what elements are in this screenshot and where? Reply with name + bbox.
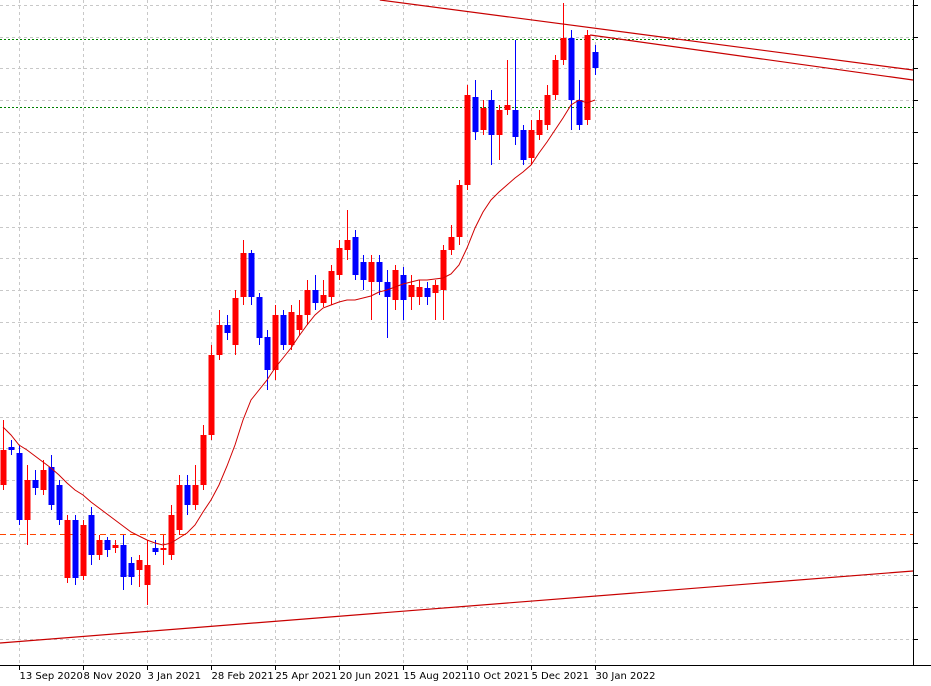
candle-body <box>304 290 311 315</box>
candle-body <box>16 453 23 520</box>
candle-body <box>192 485 199 505</box>
candle-body <box>592 52 599 68</box>
candle-body <box>120 545 127 577</box>
candle-body <box>448 237 455 250</box>
candle-body <box>376 262 383 282</box>
candle-body <box>432 285 439 293</box>
x-tick-label: 30 Jan 2022 <box>596 671 656 682</box>
candle-body <box>152 548 159 552</box>
candle-body <box>24 480 31 520</box>
candle-body <box>40 470 47 490</box>
candle-body <box>104 540 111 550</box>
trendline <box>379 0 914 71</box>
candle-body <box>528 130 535 158</box>
candle-body <box>48 467 55 505</box>
candle-body <box>408 285 415 297</box>
candle-body <box>248 253 255 297</box>
x-tick-label: 25 Apr 2021 <box>276 671 338 682</box>
candle-body <box>144 565 151 585</box>
candle-body <box>424 288 431 297</box>
x-tick-label: 15 Aug 2021 <box>404 671 468 682</box>
candle-body <box>352 237 359 275</box>
candle-body <box>328 271 335 297</box>
candle-body <box>264 337 271 370</box>
trendline <box>0 570 914 644</box>
candle-body <box>128 563 135 577</box>
candle-body <box>512 110 519 137</box>
candle-body <box>360 262 367 280</box>
candle-body <box>208 355 215 435</box>
x-tick-label: 28 Feb 2021 <box>212 671 274 682</box>
candle-body <box>216 325 223 355</box>
candle-body <box>568 38 575 100</box>
candle-body <box>72 520 79 578</box>
x-tick-label: 20 Jun 2021 <box>340 671 400 682</box>
candle-body <box>480 108 487 130</box>
x-tick-label: 13 Sep 2020 <box>20 671 83 682</box>
candle-body <box>296 315 303 330</box>
candle-body <box>240 253 247 297</box>
candle-body <box>368 262 375 282</box>
candle-body <box>176 485 183 530</box>
candle-body <box>280 315 287 345</box>
candle-body <box>160 548 167 550</box>
candle-body <box>56 485 63 520</box>
candle-body <box>416 287 423 297</box>
candle-body <box>224 325 231 333</box>
candle-body <box>232 298 239 345</box>
candle-body <box>96 540 103 555</box>
candle-body <box>552 60 559 95</box>
candle-body <box>504 105 511 110</box>
candle-body <box>400 275 407 300</box>
candle-body <box>168 515 175 555</box>
x-tick-label: 10 Oct 2021 <box>468 671 530 682</box>
x-tick-label: 8 Nov 2020 <box>84 671 142 682</box>
moving-average <box>2 99 596 546</box>
candle-body <box>88 515 95 555</box>
candle-body <box>392 270 399 300</box>
x-tick-label: 3 Jan 2021 <box>148 671 202 682</box>
candle-body <box>288 312 295 345</box>
candle-body <box>200 435 207 485</box>
candle-body <box>584 35 591 120</box>
candle-body <box>184 485 191 505</box>
candle-body <box>336 248 343 275</box>
candle-body <box>496 110 503 135</box>
candle-body <box>344 240 351 250</box>
trendline <box>590 34 914 81</box>
candle-body <box>80 525 87 576</box>
candle-body <box>456 185 463 237</box>
candle-body <box>32 480 39 488</box>
candle-body <box>256 297 263 338</box>
x-tick-label: 5 Dec 2021 <box>532 671 590 682</box>
candle-body <box>464 95 471 185</box>
candle-body <box>544 95 551 125</box>
candle-body <box>312 290 319 303</box>
candle-body <box>0 450 7 485</box>
candle-body <box>472 97 479 132</box>
candle-body <box>488 100 495 135</box>
candle-body <box>440 250 447 290</box>
candle-body <box>136 560 143 570</box>
candle-body <box>560 38 567 60</box>
candle-body <box>8 447 15 450</box>
candle-body <box>520 130 527 160</box>
candle-body <box>64 520 71 578</box>
candle-body <box>272 315 279 370</box>
candle-body <box>576 100 583 125</box>
candle-body <box>536 120 543 135</box>
candle-body <box>112 545 119 548</box>
candle-body <box>320 295 327 303</box>
